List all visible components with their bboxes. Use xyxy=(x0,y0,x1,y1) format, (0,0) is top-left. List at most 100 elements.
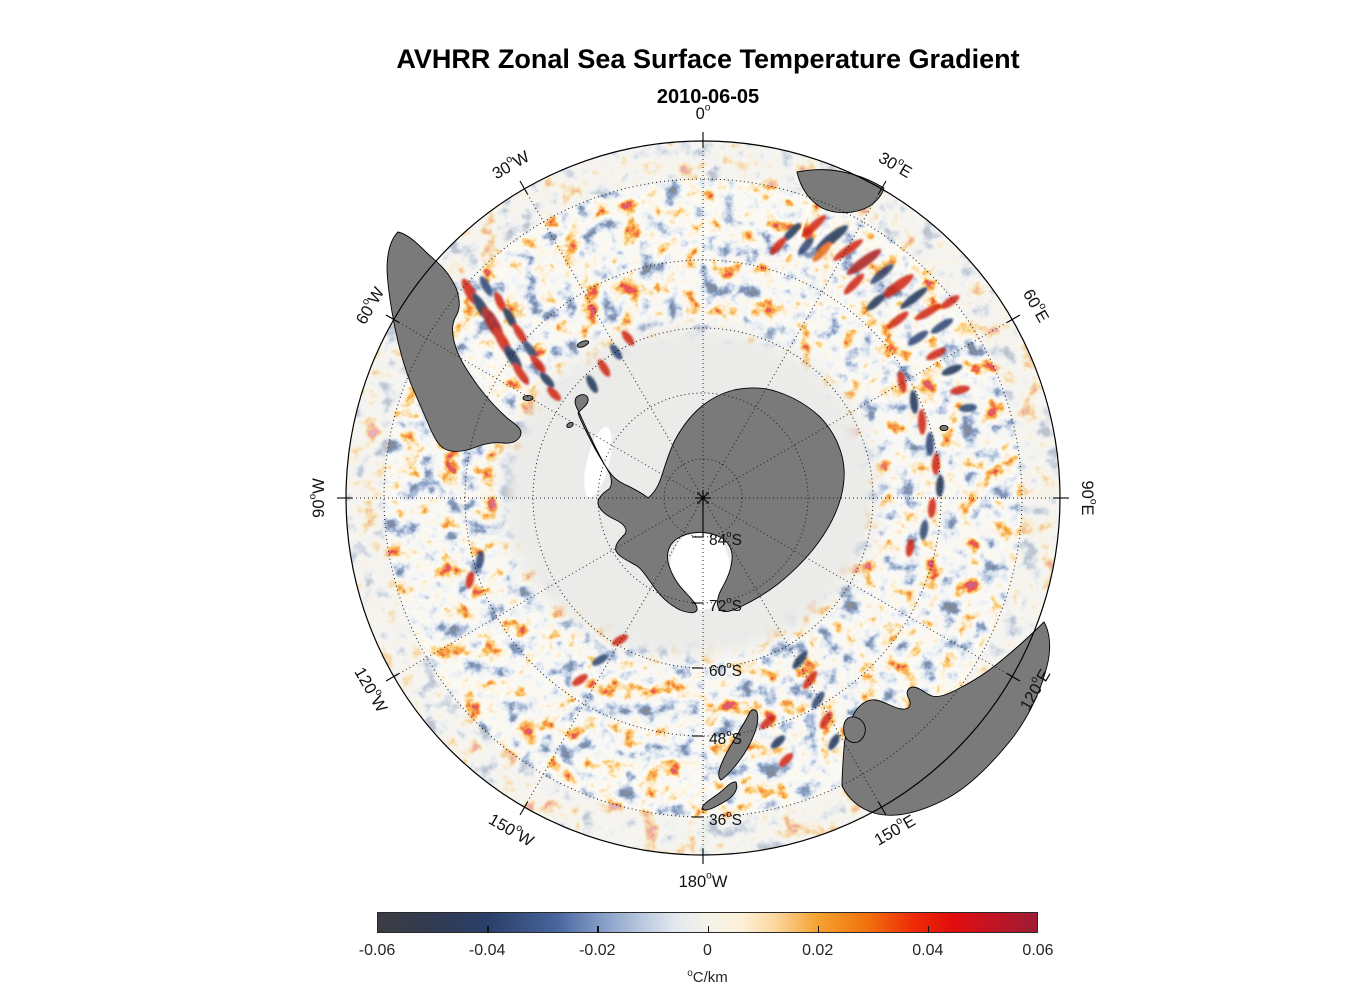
colorbar-units-label: oC/km xyxy=(687,968,728,986)
eddy-streak xyxy=(522,340,538,360)
colorbar-tick-label: 0.04 xyxy=(912,942,944,959)
chart-title: AVHRR Zonal Sea Surface Temperature Grad… xyxy=(396,44,1020,74)
eddy-streak xyxy=(900,287,928,309)
eddy-streak xyxy=(801,214,827,238)
eddy-streak xyxy=(811,691,825,709)
meridian-line xyxy=(705,188,882,494)
colorbar-tick-label: -0.06 xyxy=(358,942,396,959)
colorbar-tick xyxy=(707,926,709,933)
falkland-islands xyxy=(522,394,534,402)
meridian-line xyxy=(707,319,1013,496)
graticule-label: 90oW xyxy=(307,478,328,518)
eddy-streak xyxy=(846,249,882,275)
ice-shelf-west-peninsula xyxy=(584,426,612,498)
eddy-streak xyxy=(597,359,611,377)
meridian-line xyxy=(393,500,699,677)
eddy-streak xyxy=(609,344,623,360)
eddy-streak xyxy=(778,753,794,767)
colorbar-tick-label: -0.04 xyxy=(468,942,506,959)
graticule-label: 150oW xyxy=(485,808,538,851)
eddy-streak xyxy=(592,654,608,666)
eddy-streak xyxy=(770,735,786,749)
ross-ice-shelf xyxy=(670,530,730,610)
eddy-streak xyxy=(759,714,777,730)
eddy-streak xyxy=(927,498,937,518)
eddy-streak xyxy=(909,390,919,414)
eddy-streak xyxy=(887,311,909,329)
meridian-line xyxy=(705,502,882,808)
longitude-tick xyxy=(385,314,400,323)
eddy-streak xyxy=(512,323,528,345)
longitude-tick xyxy=(519,180,528,195)
longitude-tick xyxy=(1006,314,1021,323)
graticule-label: 72oS xyxy=(709,595,742,615)
eddy-streak xyxy=(950,385,970,395)
south-africa-landmass xyxy=(796,169,885,214)
eddy-streak xyxy=(503,307,517,329)
eddy-streak xyxy=(621,330,635,346)
graticule-label: 120oW xyxy=(350,663,393,716)
eddy-streak xyxy=(572,673,588,687)
graticule-label: 60oE xyxy=(1019,285,1055,326)
longitude-tick xyxy=(878,801,887,816)
eddy-streak xyxy=(866,293,886,311)
eddy-streak xyxy=(926,432,934,456)
meridian-line xyxy=(393,319,699,496)
eddy-streak xyxy=(833,239,863,261)
graticule-label: 180oW xyxy=(679,870,728,891)
eddy-streaks xyxy=(461,214,977,767)
eddy-streak xyxy=(919,520,929,540)
eddy-streak xyxy=(935,475,945,497)
eddy-streak xyxy=(770,237,786,255)
eddy-streak xyxy=(783,222,801,242)
graticule-label: 48oS xyxy=(709,728,742,748)
eddy-streak xyxy=(493,291,507,313)
graticule-label: 90oE xyxy=(1078,480,1099,515)
graticule-label: 36oS xyxy=(709,809,742,829)
longitude-tick xyxy=(878,180,887,195)
eddy-streak xyxy=(930,318,954,334)
eddy-streak xyxy=(914,303,942,321)
eddy-streak xyxy=(917,409,927,435)
eddy-streak xyxy=(530,355,546,373)
chart-date-subtitle: 2010-06-05 xyxy=(656,86,760,108)
graticule-label: 60oS xyxy=(709,660,742,680)
eddy-streak xyxy=(512,363,530,385)
australia-landmass xyxy=(841,621,1051,816)
eddy-streak xyxy=(940,295,960,309)
eddy-streak xyxy=(828,733,840,751)
eddy-streak xyxy=(941,364,963,376)
eddy-streak xyxy=(475,551,485,569)
longitude-tick xyxy=(385,673,400,682)
eddy-streak xyxy=(897,371,907,393)
eddy-streak xyxy=(792,650,808,670)
meridian-line xyxy=(524,502,701,808)
graticule-layer: 84oS 72oS 60oS 48oS 36oS xyxy=(346,141,1060,855)
south-shetland-islet xyxy=(566,421,574,429)
graticule-label: 84oS xyxy=(709,529,742,549)
land-layer xyxy=(386,169,1051,816)
south-georgia-island xyxy=(576,340,590,348)
eddy-streak xyxy=(798,237,814,255)
antarctica-landmass xyxy=(574,387,845,614)
south-america-landmass xyxy=(386,231,522,452)
eddy-streak xyxy=(931,453,941,475)
eddy-streak xyxy=(905,539,915,557)
eddy-streak xyxy=(815,225,849,251)
longitude-tick xyxy=(519,801,528,816)
tasmania-island xyxy=(843,716,866,743)
eddy-streak xyxy=(819,711,833,729)
eddy-streak xyxy=(870,263,894,285)
colorbar-tick-label: 0.02 xyxy=(802,942,834,959)
graticule-label: 0o xyxy=(696,102,711,123)
eddy-streak xyxy=(611,634,629,646)
eddy-streak xyxy=(547,387,561,401)
colorbar-tick xyxy=(817,926,820,933)
graticule-label: 60oW xyxy=(350,283,388,328)
colorbar-tick xyxy=(927,926,930,933)
colorbar-tick-label: 0.06 xyxy=(1022,942,1054,959)
new-zealand-north-island xyxy=(701,781,738,811)
